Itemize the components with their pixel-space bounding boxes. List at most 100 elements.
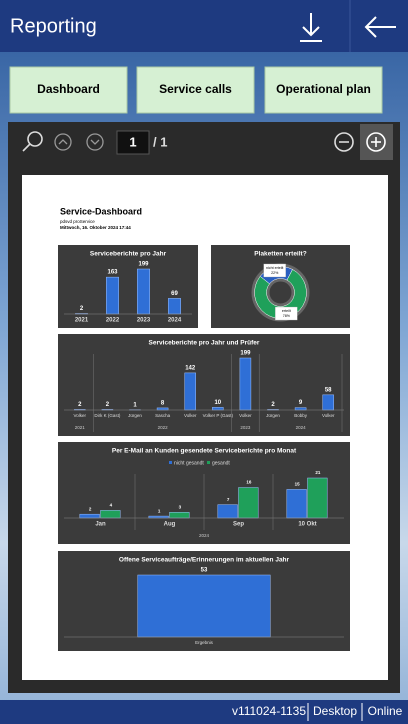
page-number: 1 bbox=[129, 134, 136, 149]
group-label: 2021 bbox=[75, 425, 86, 430]
legend-label: gesandt bbox=[212, 460, 230, 466]
slice-name: nicht erteilt bbox=[266, 266, 283, 270]
category-label: Sascha bbox=[155, 413, 171, 418]
bar bbox=[239, 357, 252, 411]
zoom-out-button[interactable] bbox=[334, 132, 354, 152]
group-label: 2024 bbox=[296, 425, 307, 430]
prev-page-button[interactable] bbox=[54, 133, 72, 151]
bar bbox=[106, 276, 119, 315]
category-label: 10 Okt bbox=[298, 522, 316, 528]
group-label: 2024 bbox=[199, 533, 210, 538]
value-label: 1 bbox=[133, 402, 137, 408]
value-label: 15 bbox=[295, 482, 301, 487]
value-label: 2 bbox=[89, 506, 92, 511]
chart-title: Serviceberichte pro Jahr bbox=[90, 251, 167, 258]
bar bbox=[137, 268, 150, 315]
value-label: 4 bbox=[110, 503, 113, 508]
bar bbox=[100, 510, 121, 519]
category-label: Dirk K (Gast) bbox=[94, 413, 121, 418]
bar bbox=[79, 513, 100, 519]
legend-label: nicht gesandt bbox=[174, 460, 204, 466]
value-label: 7 bbox=[227, 497, 230, 502]
nav-label: Dashboard bbox=[37, 82, 100, 96]
category-label: Ergebnis bbox=[195, 640, 214, 645]
value-label: 58 bbox=[325, 387, 332, 393]
category-label: Aug bbox=[164, 522, 176, 528]
header-title: Reporting bbox=[10, 15, 97, 37]
version: v111024-1135 bbox=[232, 704, 306, 718]
group-label: 2023 bbox=[240, 425, 251, 430]
bar bbox=[137, 574, 271, 638]
nav-dashboard[interactable]: Dashboard bbox=[9, 66, 128, 114]
bar bbox=[238, 487, 259, 519]
bar bbox=[286, 489, 307, 519]
bar bbox=[212, 407, 224, 411]
category-label: 2022 bbox=[106, 318, 120, 324]
nav-operational-plan[interactable]: Operational plan bbox=[264, 66, 383, 114]
group-label: 2022 bbox=[158, 425, 169, 430]
header-bar bbox=[0, 0, 408, 52]
chart-title: Serviceberichte pro Jahr und Prüfer bbox=[149, 340, 260, 347]
category-label: Volker bbox=[184, 413, 197, 418]
footer-bar bbox=[0, 700, 408, 724]
page-input[interactable] bbox=[116, 130, 150, 155]
bar bbox=[168, 298, 181, 315]
slice-label-bg bbox=[263, 263, 286, 278]
value-label: 16 bbox=[246, 480, 252, 485]
category-label: 2023 bbox=[137, 318, 151, 324]
bar bbox=[184, 372, 196, 411]
value-label: 69 bbox=[171, 291, 178, 297]
download-button[interactable] bbox=[300, 13, 322, 42]
legend-swatch bbox=[207, 461, 210, 464]
doc-subtitle: pdsvd proService bbox=[60, 219, 95, 224]
bar bbox=[217, 504, 238, 519]
status: Online bbox=[368, 704, 403, 718]
value-label: 2 bbox=[78, 402, 82, 408]
slice-name: erteilt bbox=[282, 309, 291, 313]
value-label: 53 bbox=[201, 568, 208, 574]
chart-title: Offene Serviceaufträge/Erinnerungen im a… bbox=[119, 557, 290, 564]
category-label: Bobby bbox=[294, 413, 308, 418]
legend-swatch bbox=[169, 461, 172, 464]
bar bbox=[294, 407, 307, 411]
doc-title: Service-Dashboard bbox=[60, 206, 142, 216]
doc-date: Mittwoch, 16. Oktober 2024 17:44 bbox=[60, 225, 131, 230]
chart-title: Plaketten erteilt? bbox=[254, 251, 306, 258]
nav-service-calls[interactable]: Service calls bbox=[136, 66, 255, 114]
category-label: Volker bbox=[74, 413, 87, 418]
bar bbox=[148, 515, 169, 519]
slice-value: 22% bbox=[271, 271, 279, 275]
donut-slice bbox=[254, 269, 307, 319]
category-label: 2021 bbox=[75, 318, 89, 324]
value-label: 2 bbox=[106, 402, 110, 408]
charts: Serviceberichte pro Jahr 2 2021 163 2022 199 2… bbox=[58, 245, 350, 651]
category-label: 2024 bbox=[168, 318, 182, 324]
zoom-in-button[interactable] bbox=[366, 132, 386, 152]
nav-label: Service calls bbox=[159, 82, 232, 96]
chart-panel bbox=[58, 334, 350, 436]
bar bbox=[307, 477, 328, 519]
value-label: 199 bbox=[240, 351, 251, 357]
page-count: / 1 bbox=[153, 134, 167, 149]
value-label: 142 bbox=[185, 365, 196, 371]
search-button[interactable] bbox=[22, 131, 43, 152]
value-label: 2 bbox=[271, 402, 275, 408]
nav-label: Operational plan bbox=[276, 82, 371, 96]
bar bbox=[169, 512, 190, 519]
next-page-button[interactable] bbox=[86, 133, 104, 151]
chart-title: Per E-Mail an Kunden gesendete Servicebe… bbox=[112, 448, 297, 455]
back-button[interactable] bbox=[364, 16, 396, 38]
value-label: 2 bbox=[80, 306, 84, 312]
category-label: Jan bbox=[95, 522, 106, 528]
slice-label-bg bbox=[275, 306, 298, 321]
value-label: 21 bbox=[315, 470, 321, 475]
category-label: Volker P (Gast) bbox=[203, 413, 234, 418]
category-label: Jürgen bbox=[266, 413, 280, 418]
category-label: Sep bbox=[233, 522, 244, 528]
bar bbox=[322, 394, 334, 411]
category-label: Volker bbox=[239, 413, 252, 418]
bar bbox=[156, 407, 169, 411]
mode: Desktop bbox=[313, 704, 357, 718]
value-label: 163 bbox=[107, 270, 118, 276]
